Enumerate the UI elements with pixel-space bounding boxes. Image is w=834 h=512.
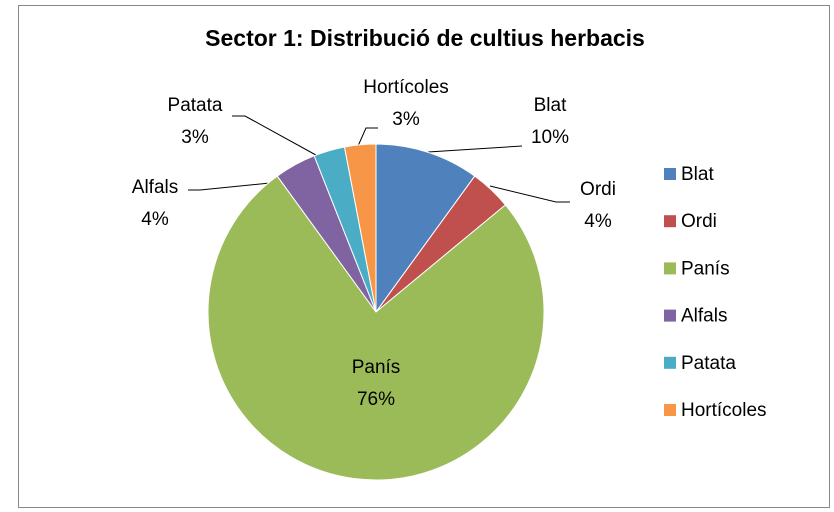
slice-label-name: Ordi [580,179,616,200]
legend-label: Alfals [681,306,727,327]
leader-line [489,185,570,203]
leader-line [427,145,523,153]
chart-title: Sector 1: Distribució de cultius herbaci… [205,25,645,51]
legend-swatch [664,309,676,322]
legend-label: Blat [681,164,714,185]
slice-label-value: 4% [584,211,612,232]
pie-slice [207,175,545,481]
slice-label-value: 76% [357,389,395,410]
pie-slice [375,143,476,314]
legend-label: Panís [681,258,730,279]
legend-label: Hortícoles [681,400,767,421]
slice-label-name: Hortícoles [363,77,449,98]
legend-label: Patata [681,353,736,374]
legend-swatch [664,168,676,180]
legend-swatch [664,215,676,228]
slice-label-name: Blat [534,95,567,116]
leader-line [232,115,326,161]
leader-lines [188,115,570,203]
leader-line [357,127,378,147]
leader-line [188,181,281,191]
pie-slice [343,143,377,313]
legend-swatch [664,356,676,369]
slice-label-value: 10% [531,127,569,148]
slice-label-value: 3% [181,127,209,148]
legend-label: Ordi [681,211,717,232]
slice-label-value: 4% [141,209,169,230]
legend-swatch [664,262,676,275]
slice-label-name: Patata [168,95,223,116]
slice-label-name: Panís [352,357,401,378]
slice-label-name: Alfals [132,177,178,198]
legend-swatch [664,404,676,416]
slice-label-value: 3% [392,109,420,130]
